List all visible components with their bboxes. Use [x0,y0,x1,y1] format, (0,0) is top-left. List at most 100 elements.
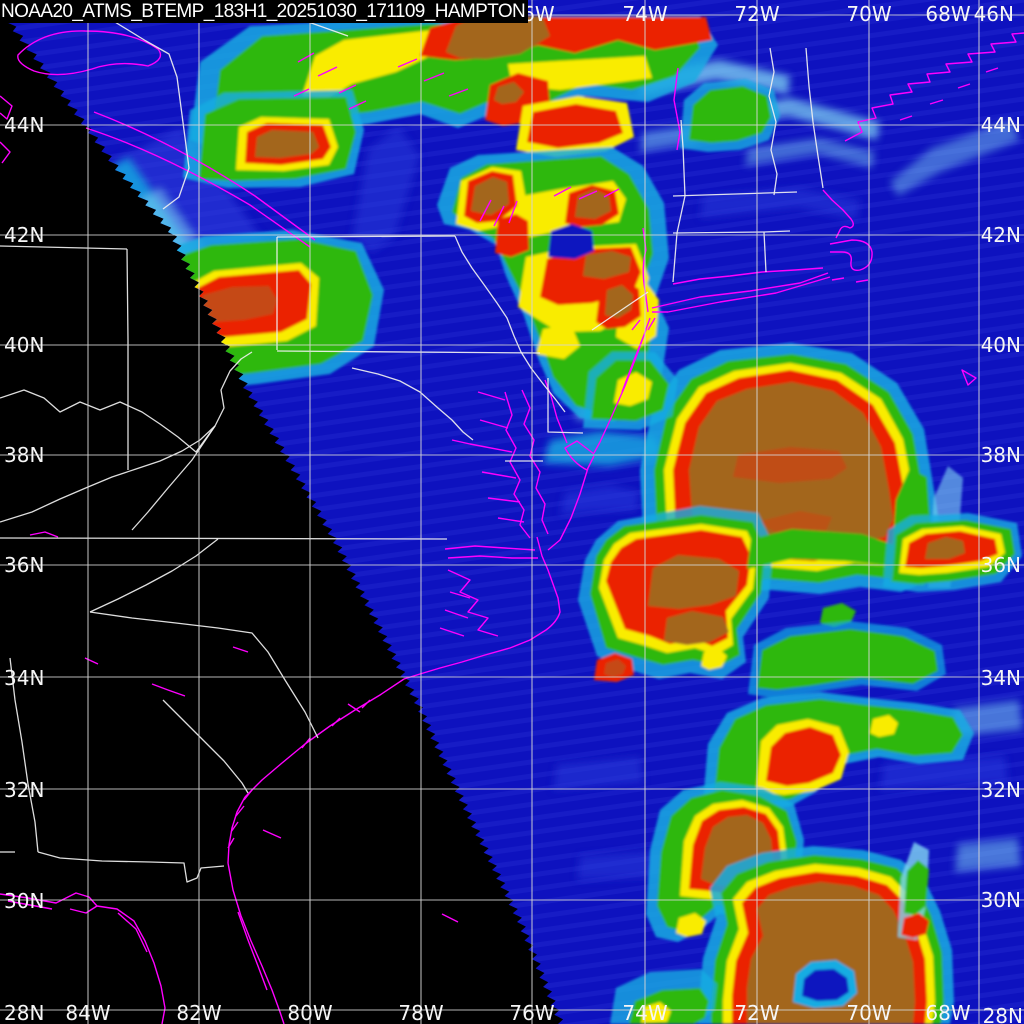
scan-streak [700,188,860,220]
grid-label-82W: 82W [176,1001,221,1024]
coastline [504,391,531,539]
grid-label-44N: 44N [981,113,1021,137]
state-border [0,425,216,523]
state-border [9,657,39,853]
coastline [547,467,589,551]
grid-label-28N: 28N [4,1001,44,1024]
grid-label-32N: 32N [981,778,1021,802]
btemp-cell-yellow [302,30,432,98]
state-border [547,378,584,434]
coastline [439,569,499,637]
btemp-cell-green [820,603,856,627]
btemp-cell-redDark [199,286,277,323]
coastline [451,391,525,523]
btemp-cell-red [901,913,929,938]
coastline [673,67,681,151]
state-border [276,235,456,238]
btemp-cell-yellow [701,648,727,670]
btemp-cell-brown [583,251,631,279]
grid-label-30N: 30N [981,888,1021,912]
grid-label-42N: 42N [4,223,44,247]
coastline [0,95,13,164]
btemp-cell-yellow [614,372,652,406]
state-border [454,235,566,413]
btemp-cell-brown [925,537,965,559]
state-border [126,248,129,470]
btemp-cell-yellow [870,715,898,737]
grid-label-36N: 36N [4,553,44,577]
scan-streak [880,756,1008,790]
btemp-cell-redDark [604,659,626,677]
btemp-cell-green [904,860,929,915]
coastline [961,369,977,386]
grid-label-68W: 68W [925,1001,970,1024]
coastline [844,32,1024,142]
btemp-cell-green [757,629,938,690]
scan-streak [352,126,420,252]
coastline [85,127,311,248]
btemp-cell-redDark [757,511,832,534]
scan-streak [890,120,1020,196]
coastline [403,536,561,680]
coastline [93,111,316,241]
btemp-cell-green [747,529,897,569]
grid-label-30N: 30N [4,889,44,913]
grid-label-70W: 70W [846,2,891,26]
btemp-cell-ocean [802,969,849,1001]
coastline [17,30,162,76]
btemp-cell-brown [471,177,509,215]
coastline [227,789,253,864]
btemp-cell-brown [648,555,739,609]
state-border [0,537,448,540]
grid-label-34N: 34N [4,666,44,690]
btemp-cell-brown [605,285,633,318]
state-border [37,851,225,883]
grid-label-74W: 74W [622,1001,667,1024]
state-border [131,425,216,531]
coastline [822,189,854,239]
state-border [672,191,798,197]
coastlines [0,30,1024,1024]
coastline [227,862,285,1024]
state-border [768,47,778,196]
state-border [109,18,190,210]
grid-label-38N: 38N [4,443,44,467]
grid-label-84W: 84W [65,1001,110,1024]
coastline [829,239,873,283]
state-border [89,611,319,739]
scan-streak [543,431,661,466]
coastline [899,67,999,121]
coastline [293,52,469,110]
state-border [351,367,474,441]
image-title-bar: NOAA20_ATMS_BTEMP_183H1_20251030_171109_… [0,0,529,23]
grid-label-72W: 72W [734,2,779,26]
scan-streak [955,838,1021,872]
state-border [276,350,541,354]
btemp-cell-red [766,727,841,786]
grid-label-42N: 42N [981,223,1021,247]
coastline [244,678,405,798]
btemp-cell-redDark [733,447,847,483]
btemp-cell-yellow [536,324,580,359]
grid-label-72W: 72W [734,1001,779,1024]
grid-label-38N: 38N [981,443,1021,467]
btemp-cell-yellow [641,1002,671,1023]
grid-label-78W: 78W [398,1001,443,1024]
coastline [593,317,651,454]
grid-label-36N: 36N [981,553,1021,577]
btemp-cell-green [689,86,771,143]
btemp-cell-brown [664,611,729,645]
btemp-cell-brown [494,82,524,104]
grid-label-40N: 40N [981,333,1021,357]
coastline [672,267,824,285]
grid-label-70W: 70W [846,1001,891,1024]
grid-label-34N: 34N [981,666,1021,690]
coastline [521,389,549,535]
state-border [0,245,128,250]
coastline [651,272,831,313]
coastline [444,545,538,559]
